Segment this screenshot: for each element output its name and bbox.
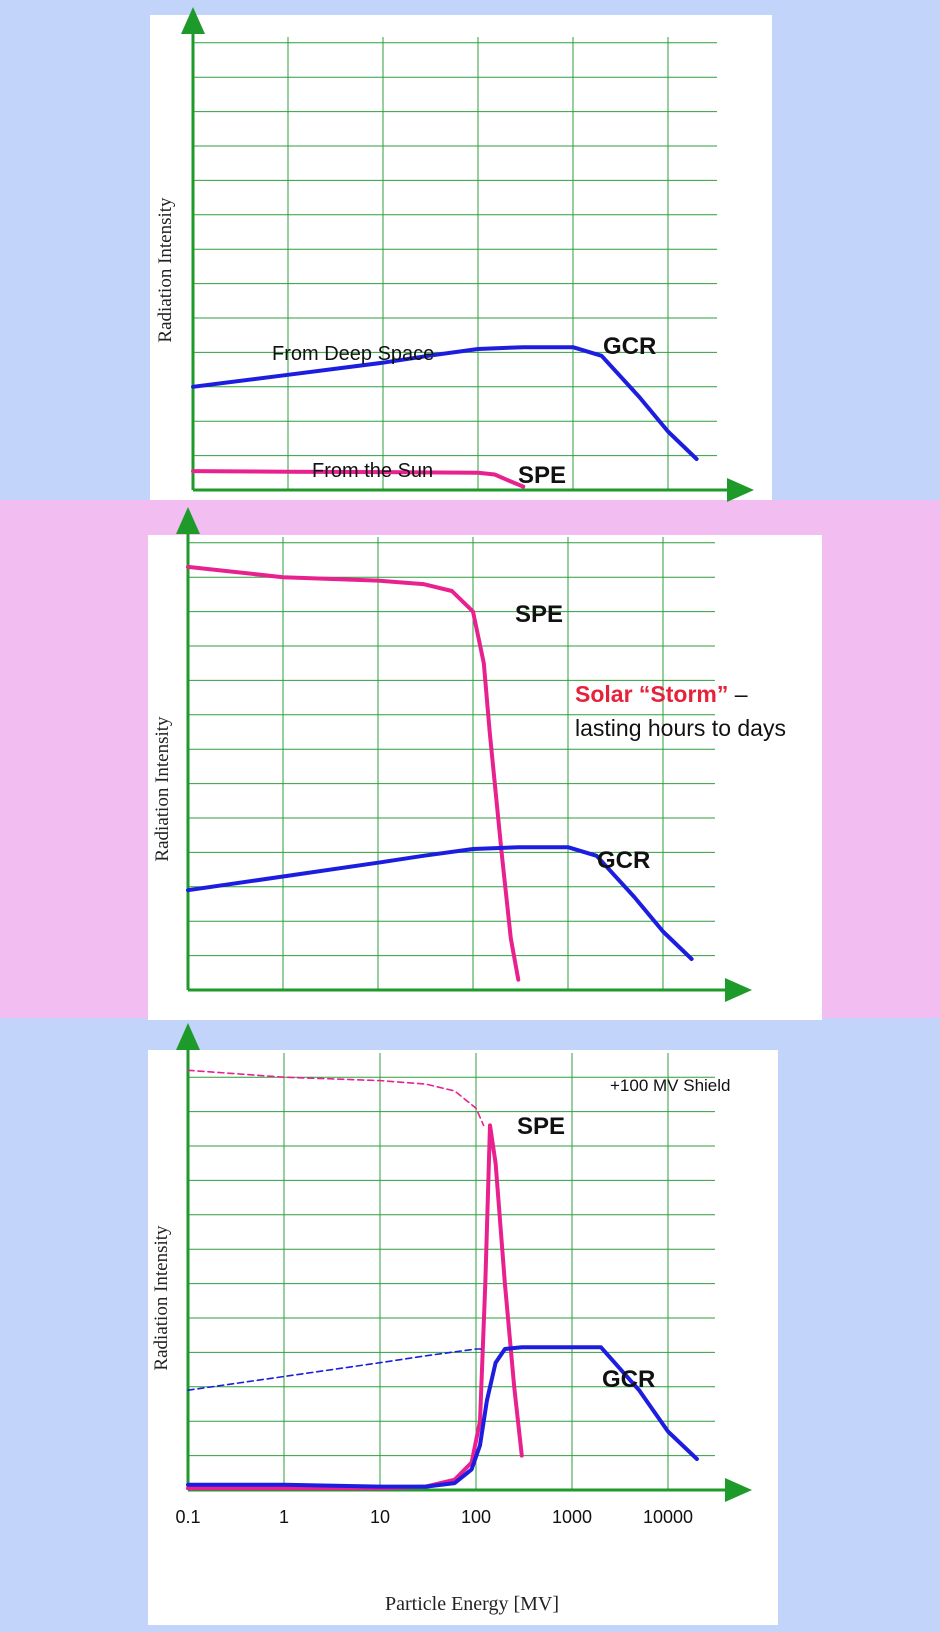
chart-1-y-axis-label: Radiation Intensity (155, 197, 176, 343)
series-line-gcr (186, 1345, 699, 1489)
chart-1-axes (181, 7, 754, 502)
chart-1-spe-label: SPE (518, 462, 566, 489)
chart-3: Radiation Intensity 0.1 1 10 100 1000 10000 P… (151, 1023, 752, 1615)
series-line-gcr (186, 845, 694, 961)
chart-2-series (186, 564, 694, 982)
series-line-spe-unshielded (187, 1069, 485, 1127)
chart-2: Radiation Intensity SPE GCR Solar “Storm… (152, 507, 786, 1002)
chart-3-spe-label: SPE (517, 1113, 565, 1140)
chart-2-grid (188, 537, 715, 990)
chart-2-spe-label: SPE (515, 601, 563, 628)
series-line-spe (191, 469, 526, 489)
chart-3-series (186, 1069, 699, 1491)
x-tick-label: 100 (461, 1507, 491, 1527)
chart-2-y-axis-label: Radiation Intensity (152, 716, 173, 862)
chart-3-gcr-label: GCR (602, 1366, 655, 1393)
chart-1-sun-annotation: From the Sun (312, 460, 433, 482)
chart-3-x-axis-label: Particle Energy [MV] (385, 1593, 559, 1615)
x-tick-label: 10 (370, 1507, 390, 1527)
x-tick-label: 1000 (552, 1507, 592, 1527)
chart-3-grid (188, 1053, 715, 1490)
series-line-gcr (191, 345, 699, 461)
chart-1-gcr-label: GCR (603, 333, 656, 360)
chart-1-deep-space-annotation: From Deep Space (272, 343, 434, 365)
chart-3-shield-note: +100 MV Shield (610, 1076, 731, 1095)
chart-2-storm-red: Solar “Storm” (575, 681, 728, 707)
chart-1-grid (193, 37, 717, 490)
series-line-gcr-unshielded (187, 1348, 485, 1391)
chart-1: Radiation Intensity GCR SPE From Deep Sp… (155, 7, 754, 502)
chart-2-gcr-label: GCR (597, 847, 650, 874)
chart-3-y-axis-label: Radiation Intensity (151, 1225, 172, 1371)
chart-3-x-ticks: 0.1 1 10 100 1000 10000 (175, 1507, 693, 1527)
series-line-spe (186, 1123, 524, 1491)
x-tick-label: 0.1 (175, 1507, 200, 1527)
chart-3-axes (176, 1023, 752, 1502)
chart-panel-2 (148, 535, 822, 1020)
series-line-spe (186, 564, 521, 982)
chart-2-storm-line2: lasting hours to days (575, 715, 786, 741)
chart-2-storm-dash: – (728, 681, 747, 707)
chart-2-axes (176, 507, 752, 1002)
x-tick-label: 1 (279, 1507, 289, 1527)
chart-2-storm-annotation: Solar “Storm” – (575, 681, 748, 707)
chart-1-series (191, 345, 699, 489)
x-tick-label: 10000 (643, 1507, 693, 1527)
